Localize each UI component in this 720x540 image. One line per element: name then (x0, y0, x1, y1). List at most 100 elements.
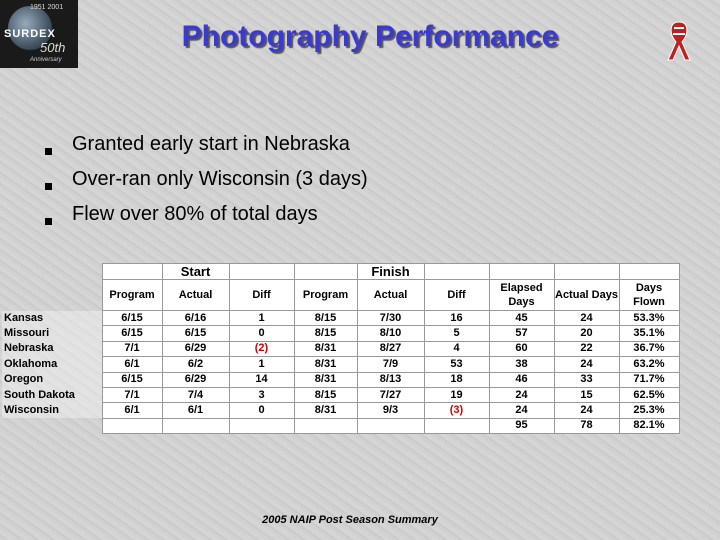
cell (2, 418, 102, 433)
table-cell: 25.3% (618, 402, 680, 419)
column-header: Actual (356, 279, 425, 311)
table-cell: 63.2% (618, 356, 680, 373)
table-row: Nebraska 7/1 6/29 (2) 8/31 8/27 4 60 22 36.7% (2, 340, 680, 358)
cell (553, 263, 620, 280)
table-cell: 1 (228, 309, 295, 327)
table-cell: 0 (228, 325, 295, 342)
table-cell: 6/1 (101, 402, 163, 419)
column-header: Elapsed Days (488, 279, 555, 311)
column-header: Program (293, 279, 358, 311)
logo-brand: SURDEX (4, 28, 56, 40)
table-cell: 1 (228, 356, 295, 373)
bullet-text: Flew over 80% of total days (72, 203, 318, 225)
table-cell: 19 (423, 386, 490, 404)
table-cell: 20 (553, 325, 620, 342)
table-cell: 60 (488, 340, 555, 358)
table-row: South Dakota 7/1 7/4 3 8/15 7/27 19 24 15 62.5% (2, 386, 680, 404)
cell (228, 417, 295, 435)
table-cell: 24 (488, 402, 555, 419)
table-cell: 8/10 (356, 325, 425, 342)
cell (618, 263, 680, 280)
table-cell: 0 (228, 402, 295, 419)
cell (2, 264, 102, 280)
table-cell: 6/15 (101, 325, 163, 342)
table-cell: 6/15 (161, 325, 230, 342)
table-cell: 18 (423, 371, 490, 388)
cell (293, 417, 358, 435)
table-cell: 33 (553, 371, 620, 388)
table-cell: 6/15 (101, 371, 163, 388)
table-cell: 14 (228, 371, 295, 388)
table-cell: 7/1 (101, 386, 163, 404)
bullet-text: Over-ran only Wisconsin (3 days) (72, 168, 368, 190)
total-cell: 78 (553, 417, 620, 435)
cell (2, 280, 102, 311)
table-cell: 9/3 (356, 402, 425, 419)
table-cell: 22 (553, 340, 620, 358)
bullet-text: Granted early start in Nebraska (72, 133, 350, 155)
table-cell: 8/15 (293, 386, 358, 404)
footer: 2005 NAIP Post Season Summary (262, 514, 438, 526)
table-cell: 6/15 (101, 309, 163, 327)
column-header: Diff (423, 279, 490, 311)
table-cell: (3) (423, 402, 490, 419)
row-label: Wisconsin (2, 402, 102, 419)
row-label: Nebraska (2, 341, 102, 357)
table-cell: 24 (553, 356, 620, 373)
table-cell: 71.7% (618, 371, 680, 388)
table-cell: 7/9 (356, 356, 425, 373)
table-cell: 7/27 (356, 386, 425, 404)
column-header-row: Program Actual Diff Program Actual Diff Elapse… (2, 279, 680, 311)
table-cell: 15 (553, 386, 620, 404)
cell (161, 417, 230, 435)
table-cell: 3 (228, 386, 295, 404)
cell (228, 263, 295, 280)
table-cell: 62.5% (618, 386, 680, 404)
table-cell: 8/15 (293, 309, 358, 327)
cell (356, 417, 425, 435)
logo-years: 1951 2001 (30, 4, 64, 11)
table-cell: 38 (488, 356, 555, 373)
table-cell: 8/13 (356, 371, 425, 388)
table-cell: 8/31 (293, 371, 358, 388)
table-cell: 5 (423, 325, 490, 342)
table-cell: 24 (553, 402, 620, 419)
table-cell: 6/29 (161, 340, 230, 358)
column-header: Diff (228, 279, 295, 311)
table-cell: 24 (488, 386, 555, 404)
ribbon-icon (667, 21, 691, 61)
table-row: Oregon 6/15 6/29 14 8/31 8/13 18 46 33 71.7% (2, 371, 680, 388)
totals-row: 95 78 82.1% (2, 417, 680, 435)
row-label: Oklahoma (2, 356, 102, 373)
table-cell: 4 (423, 340, 490, 358)
table-cell: 8/15 (293, 325, 358, 342)
bullet-marker (45, 218, 52, 225)
logo: 1951 2001 SURDEX 50th Anniversary (0, 0, 78, 68)
slide-title: Photography Performance (181, 20, 559, 53)
table-cell: 8/31 (293, 356, 358, 373)
bullet-marker (45, 148, 52, 155)
bullet-marker (45, 183, 52, 190)
table-cell: 7/1 (101, 340, 163, 358)
table-cell: 24 (553, 309, 620, 327)
table-cell: 8/31 (293, 340, 358, 358)
table-cell: 53 (423, 356, 490, 373)
row-label: Missouri (2, 325, 102, 342)
cell (101, 263, 163, 280)
performance-table: Start Finish Program Actual Diff Program Actua… (2, 263, 680, 435)
table-cell: 16 (423, 309, 490, 327)
table-cell: 6/2 (161, 356, 230, 373)
logo-anniversary: Anniversary (30, 57, 62, 63)
table-cell: 7/4 (161, 386, 230, 404)
column-header: Actual Days (553, 279, 620, 311)
table-row: Missouri 6/15 6/15 0 8/15 8/10 5 57 20 35.1% (2, 325, 680, 342)
row-label: South Dakota (2, 387, 102, 403)
group-header: Finish (356, 263, 425, 280)
table-cell: 8/31 (293, 402, 358, 419)
cell (293, 263, 358, 280)
logo-fifty: 50th (40, 40, 66, 55)
table-cell: 6/29 (161, 371, 230, 388)
cell (423, 263, 490, 280)
column-header: Days Flown (618, 279, 680, 311)
